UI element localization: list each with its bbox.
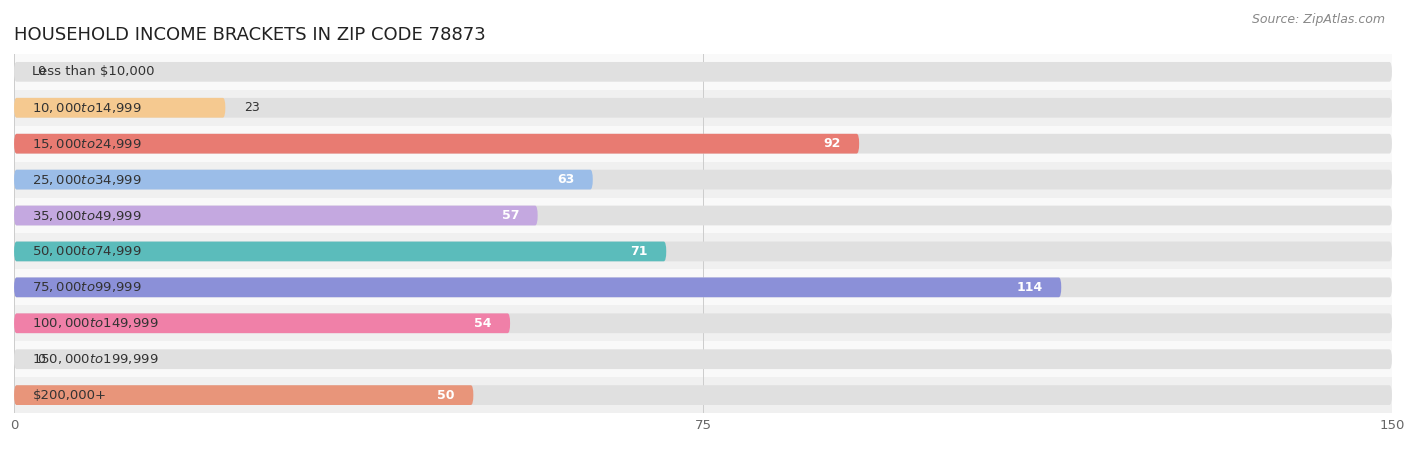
Text: $75,000 to $99,999: $75,000 to $99,999 (32, 280, 142, 295)
Text: $200,000+: $200,000+ (32, 389, 107, 401)
FancyBboxPatch shape (14, 242, 1392, 261)
FancyBboxPatch shape (14, 134, 1392, 154)
FancyBboxPatch shape (14, 98, 225, 118)
Bar (14, 126, 1392, 162)
Bar (14, 54, 1392, 90)
Text: HOUSEHOLD INCOME BRACKETS IN ZIP CODE 78873: HOUSEHOLD INCOME BRACKETS IN ZIP CODE 78… (14, 26, 486, 44)
FancyBboxPatch shape (14, 242, 666, 261)
Text: 0: 0 (37, 66, 45, 78)
FancyBboxPatch shape (14, 313, 510, 333)
Text: Source: ZipAtlas.com: Source: ZipAtlas.com (1251, 13, 1385, 26)
FancyBboxPatch shape (14, 277, 1062, 297)
FancyBboxPatch shape (14, 206, 537, 225)
Text: Less than $10,000: Less than $10,000 (32, 66, 155, 78)
Text: 0: 0 (37, 353, 45, 365)
Text: 57: 57 (502, 209, 519, 222)
Text: 114: 114 (1017, 281, 1043, 294)
Text: $150,000 to $199,999: $150,000 to $199,999 (32, 352, 159, 366)
Text: 92: 92 (824, 137, 841, 150)
Text: $50,000 to $74,999: $50,000 to $74,999 (32, 244, 142, 259)
Bar (14, 269, 1392, 305)
Text: 23: 23 (243, 101, 260, 114)
Bar (14, 305, 1392, 341)
Text: 63: 63 (557, 173, 575, 186)
Bar (14, 233, 1392, 269)
Bar (14, 341, 1392, 377)
Bar (14, 90, 1392, 126)
FancyBboxPatch shape (14, 98, 1392, 118)
Text: $35,000 to $49,999: $35,000 to $49,999 (32, 208, 142, 223)
FancyBboxPatch shape (14, 277, 1392, 297)
Bar (14, 377, 1392, 413)
Text: $25,000 to $34,999: $25,000 to $34,999 (32, 172, 142, 187)
Text: $15,000 to $24,999: $15,000 to $24,999 (32, 136, 142, 151)
Text: 71: 71 (630, 245, 648, 258)
FancyBboxPatch shape (14, 206, 1392, 225)
FancyBboxPatch shape (14, 62, 1392, 82)
FancyBboxPatch shape (14, 313, 1392, 333)
Text: 54: 54 (474, 317, 492, 330)
Text: 50: 50 (437, 389, 456, 401)
Text: $100,000 to $149,999: $100,000 to $149,999 (32, 316, 159, 330)
Bar (14, 198, 1392, 233)
FancyBboxPatch shape (14, 385, 474, 405)
Text: $10,000 to $14,999: $10,000 to $14,999 (32, 101, 142, 115)
Bar (14, 162, 1392, 198)
FancyBboxPatch shape (14, 385, 1392, 405)
FancyBboxPatch shape (14, 170, 1392, 189)
FancyBboxPatch shape (14, 349, 1392, 369)
FancyBboxPatch shape (14, 170, 593, 189)
FancyBboxPatch shape (14, 134, 859, 154)
